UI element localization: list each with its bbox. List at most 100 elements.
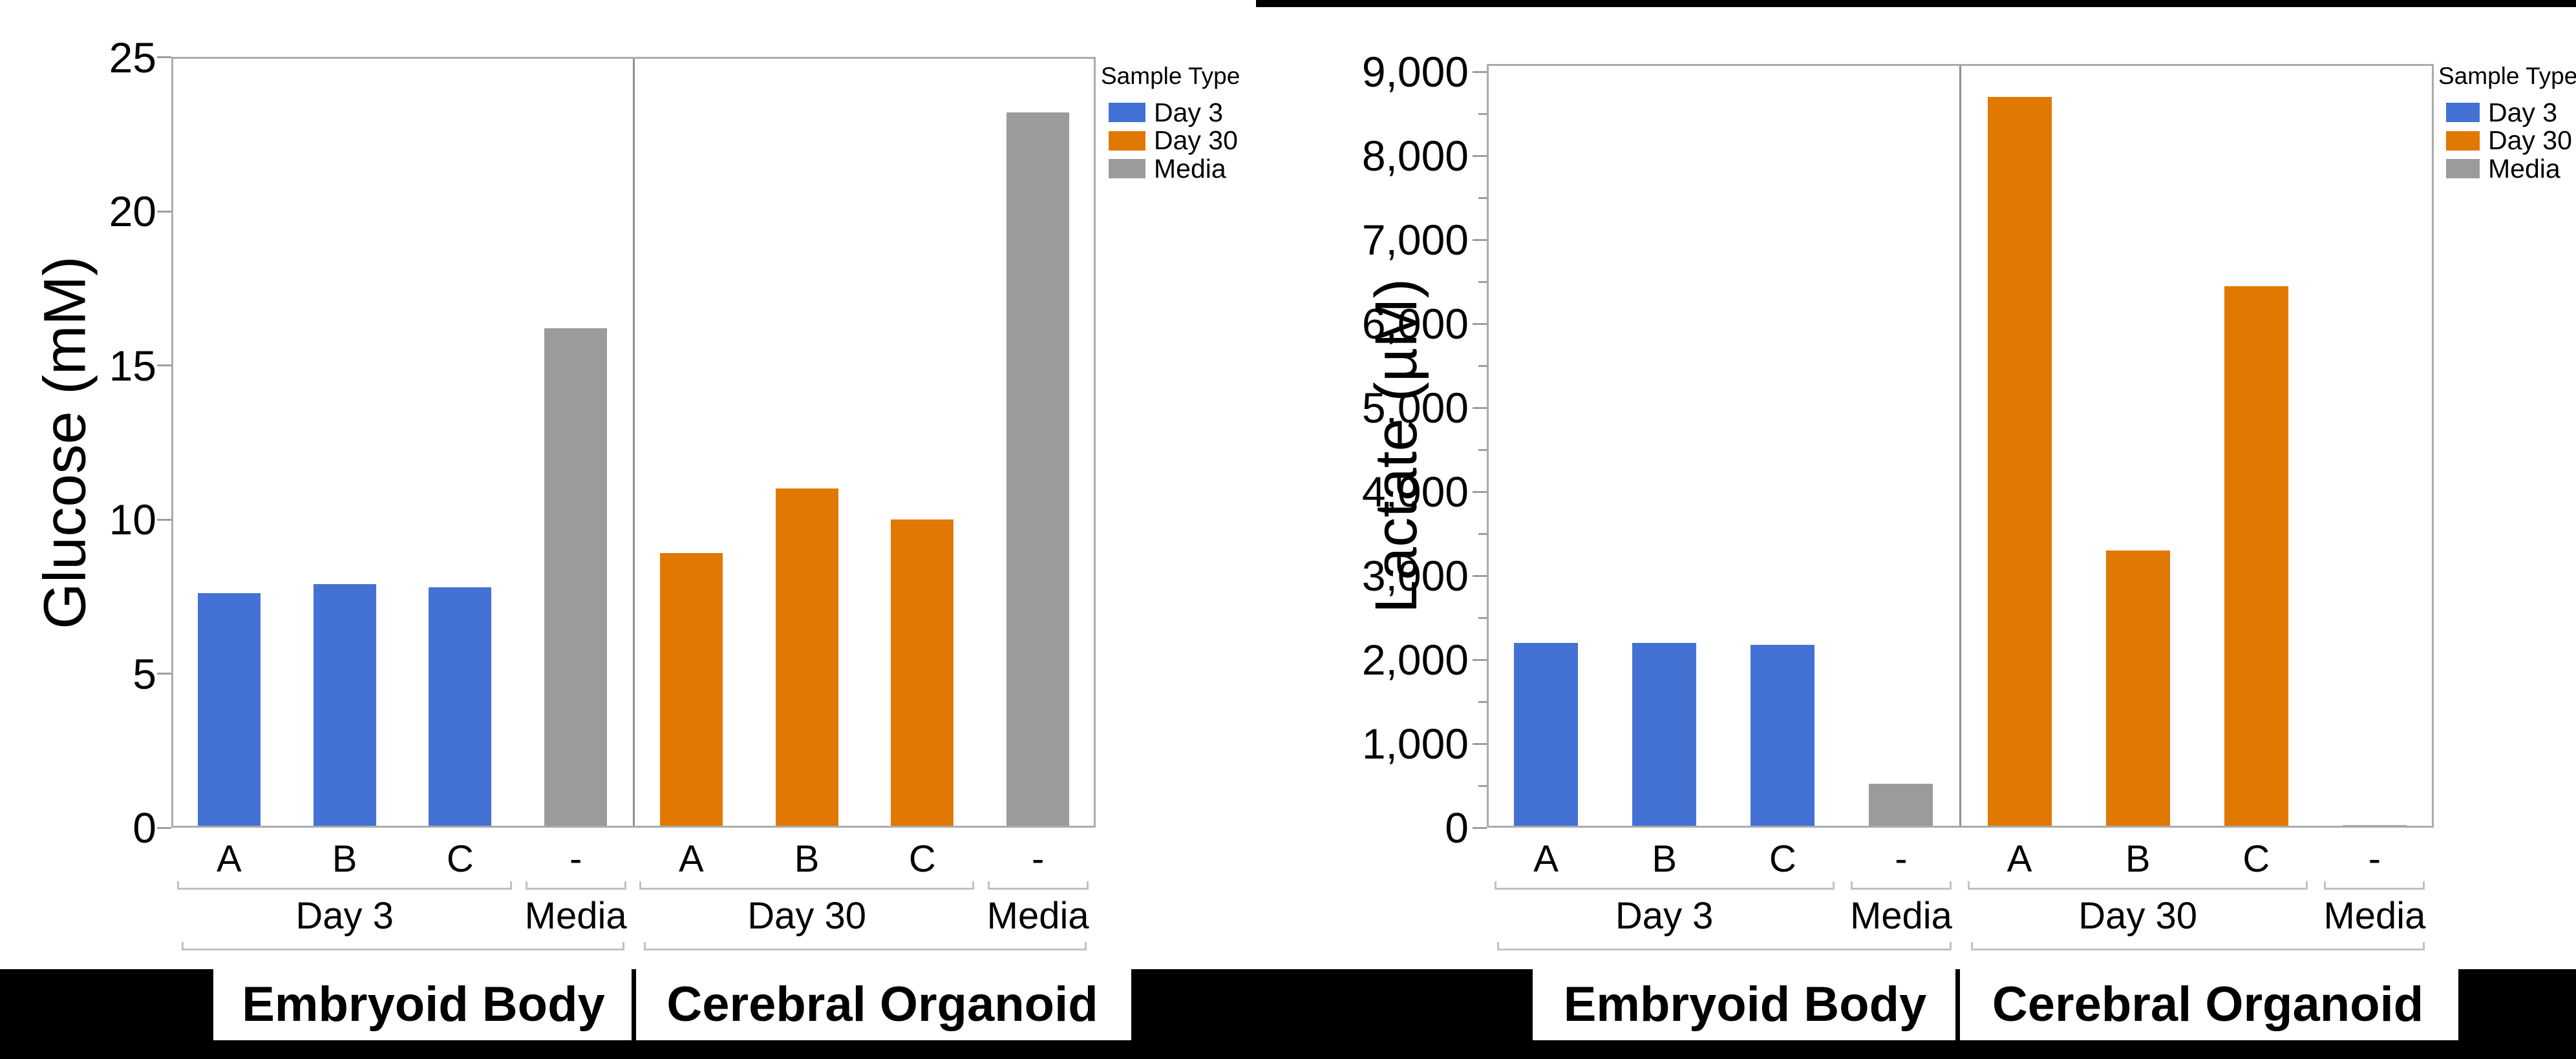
bar [313,584,376,828]
y-tick-label: 2,000 [1361,636,1469,684]
y-tick-mark [1473,490,1487,493]
bar [544,328,608,828]
group-bracket-end [972,881,974,888]
y-minor-tick-mark [1478,784,1487,787]
group-label: Day 30 [2078,895,2198,937]
y-tick-mark [157,826,171,829]
group-bracket [1494,888,1835,890]
group-label: Day 3 [1615,895,1714,937]
bar [1632,643,1697,828]
group-label: Media [1849,895,1952,937]
legend-swatch [2446,131,2480,151]
group-bracket-end [177,881,180,888]
y-tick-mark [1473,742,1487,745]
facet-separator [632,57,635,828]
y-minor-tick-mark [1478,532,1487,535]
legend-item: Day 30 [2446,127,2576,154]
legend-title: Sample Type [1101,63,1240,89]
y-minor-tick-mark [1478,112,1487,115]
bar [429,587,492,828]
group-bracket [987,888,1089,890]
group-bracket-end [1949,881,1952,888]
facet-bracket-end [1949,942,1952,949]
facet-bracket [644,949,1087,950]
y-tick-label: 15 [109,341,156,390]
group-bracket-end [525,881,527,888]
left-panel-top-white-strip [0,0,1256,7]
facet-band [213,969,1131,1040]
plot-border [171,57,1096,828]
category-tick-label: B [1652,838,1677,880]
category-tick-label: - [1895,838,1908,880]
bar [1869,784,1933,828]
facet-bracket [1970,949,2425,950]
y-minor-tick-mark [1478,196,1487,199]
category-tick-label: B [332,838,357,880]
y-tick-mark [1473,70,1487,73]
group-label: Media [986,895,1089,937]
y-tick-mark [1473,406,1487,409]
category-tick-label: - [2368,838,2381,880]
facet-bracket-end [644,942,646,949]
y-minor-tick-mark [1478,280,1487,283]
y-tick-label: 0 [133,804,156,852]
facet-band-separator [631,969,636,1040]
group-bracket [1968,888,2308,890]
category-tick-label: B [794,838,820,880]
y-tick-mark [157,210,171,213]
y-minor-tick-mark [1478,700,1487,703]
y-tick-label: 10 [109,496,156,543]
category-tick-label: C [908,838,936,880]
category-tick-label: B [2125,838,2151,880]
group-bracket-end [1086,881,1089,888]
legend-item-label: Day 30 [1154,125,1238,155]
bar [891,519,954,828]
y-tick-mark [1473,238,1487,241]
category-tick-label: - [569,838,582,880]
y-tick-label: 7,000 [1361,216,1469,264]
bar [197,593,261,828]
group-bracket-end [509,881,512,888]
legend-swatch [1109,103,1145,122]
bar [2224,286,2288,828]
facet-bracket [182,949,624,950]
bar [775,488,838,828]
y-tick-label: 4,000 [1361,468,1469,516]
group-bracket-end [2324,881,2326,888]
group-bracket-end [624,881,626,888]
y-tick-mark [1473,826,1487,829]
group-bracket [177,888,512,890]
facet-band-label: Embryoid Body [1563,977,1927,1032]
legend-swatch [2446,103,2480,122]
group-bracket [525,888,626,890]
facet-bracket-end [1497,942,1499,949]
y-tick-mark [1473,658,1487,661]
facet-band-label: Embryoid Body [242,977,605,1032]
y-tick-mark [1473,322,1487,325]
legend-item: Media [2446,153,2576,183]
facet-bracket-end [1970,942,1973,949]
legend-item-label: Day 3 [1154,97,1224,127]
legend-swatch [1109,131,1145,151]
bar [1006,112,1070,828]
y-tick-mark [157,518,171,521]
legend-item-label: Media [2488,153,2560,183]
y-tick-mark [157,56,171,58]
group-bracket [2324,888,2425,890]
group-bracket-end [2306,881,2308,888]
legend-swatch [1109,159,1145,178]
y-minor-tick-mark [1478,364,1487,367]
facet-bracket-end [2423,942,2425,949]
category-tick-label: C [2242,838,2270,880]
facet-separator [1959,64,1961,828]
y-minor-tick-mark [1478,448,1487,451]
y-tick-label: 5 [133,649,156,698]
facet-band-separator [1955,969,1960,1040]
group-label: Media [524,895,627,937]
plot-border [1487,64,2434,828]
group-bracket-end [1494,881,1496,888]
group-bracket-end [987,881,990,888]
facet-bracket-end [623,942,624,949]
